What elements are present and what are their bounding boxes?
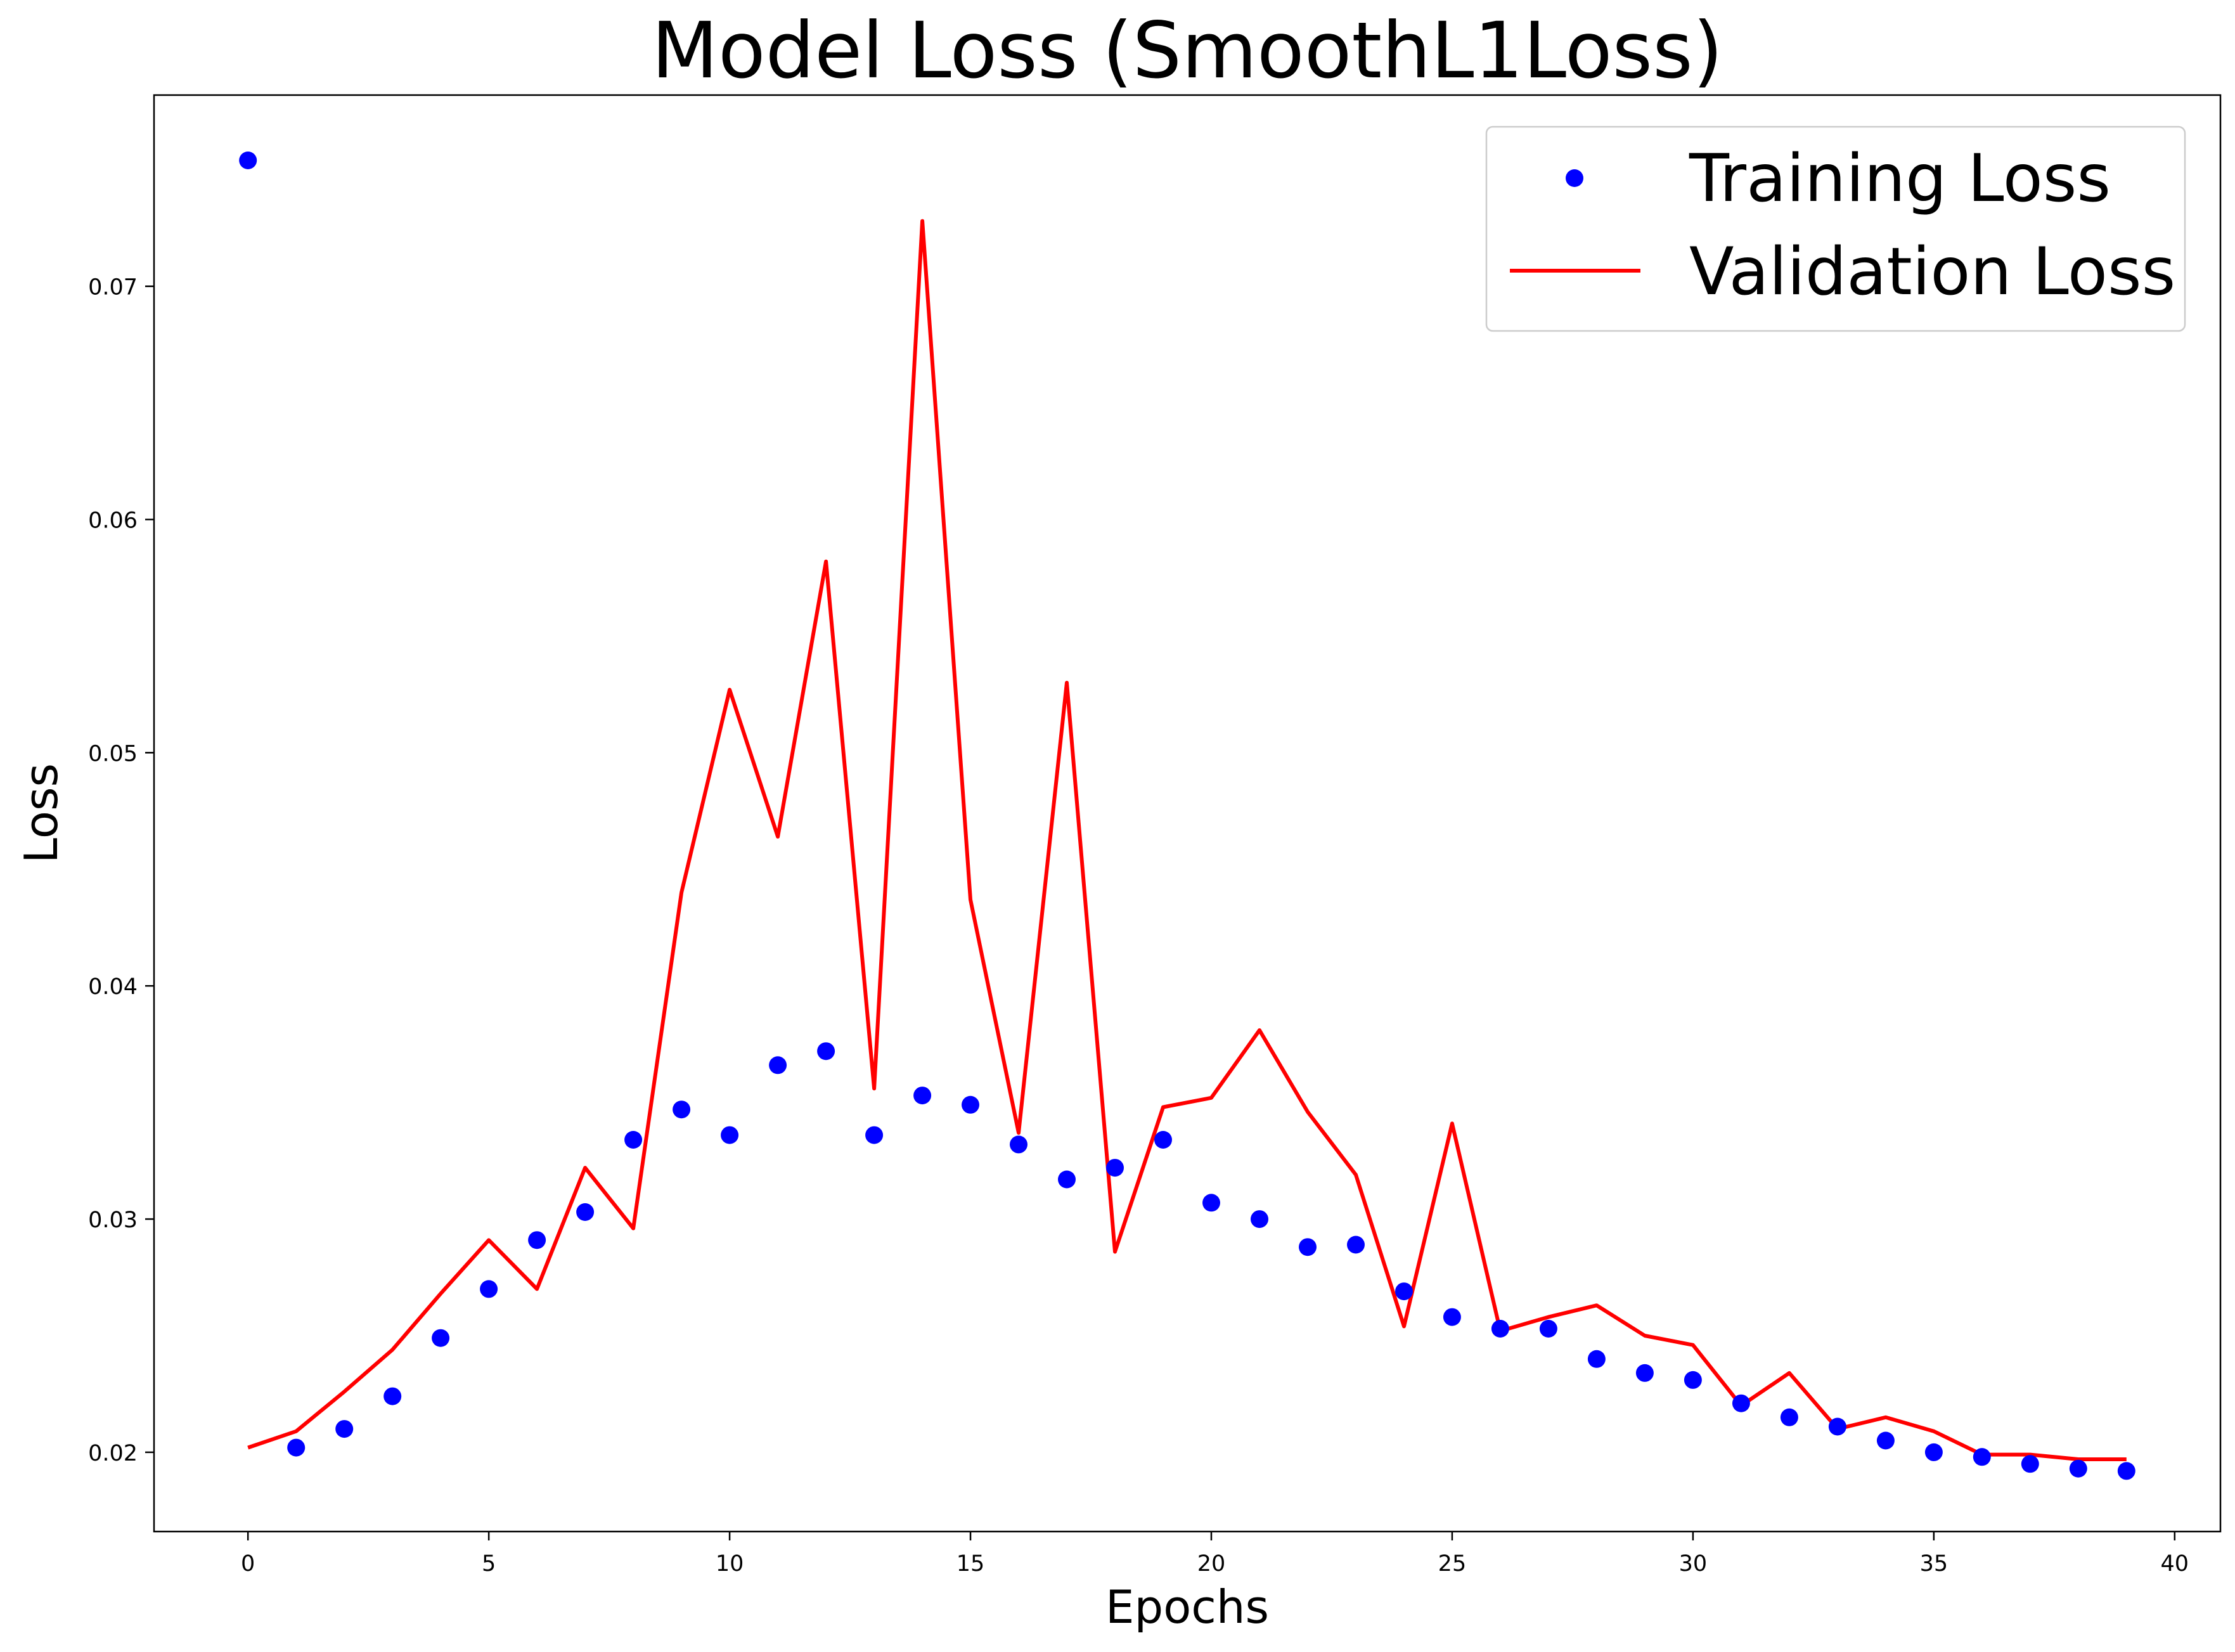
x-tick-label: 0 [241, 1551, 255, 1577]
legend: Training Loss Validation Loss [1485, 126, 2186, 332]
training-loss-point [624, 1131, 643, 1149]
plot-frame [153, 94, 2222, 1533]
x-tick-label: 10 [716, 1551, 744, 1577]
training-loss-point [2069, 1459, 2087, 1478]
y-tick-label: 0.07 [88, 275, 138, 300]
training-loss-point [1876, 1431, 1895, 1450]
training-loss-point [1539, 1320, 1557, 1338]
training-loss-point [721, 1126, 739, 1144]
y-axis-label: Loss [15, 763, 68, 863]
training-loss-point [1924, 1443, 1943, 1461]
training-loss-point [1010, 1135, 1027, 1154]
training-loss-point [2021, 1455, 2039, 1473]
training-loss-point [1443, 1308, 1461, 1326]
training-loss-point [769, 1056, 787, 1074]
training-loss-point [1780, 1408, 1798, 1426]
legend-training-marker [1566, 169, 1583, 187]
plot-area [153, 94, 2222, 1533]
x-tick-label: 35 [1920, 1551, 1948, 1577]
training-loss-point [1587, 1350, 1606, 1368]
training-loss-point [239, 152, 257, 169]
training-loss-point [432, 1329, 450, 1347]
training-loss-point [576, 1203, 595, 1221]
legend-validation-label: Validation Loss [1689, 234, 2175, 310]
training-loss-point [1828, 1417, 1846, 1436]
legend-training-label: Training Loss [1689, 141, 2111, 217]
training-loss-point [2117, 1462, 2135, 1480]
training-loss-point [287, 1438, 306, 1457]
training-loss-point [1491, 1320, 1509, 1338]
training-loss-point [1395, 1282, 1413, 1301]
x-tick-label: 30 [1679, 1551, 1708, 1577]
x-tick-label: 20 [1197, 1551, 1226, 1577]
x-tick-label: 5 [482, 1551, 496, 1577]
training-loss-point [913, 1087, 932, 1105]
training-loss-point [1058, 1170, 1076, 1189]
training-loss-point [1106, 1159, 1124, 1177]
training-loss-point [1154, 1131, 1172, 1149]
training-loss-point [335, 1420, 354, 1438]
y-tick-label: 0.06 [88, 508, 138, 534]
training-loss-point [962, 1095, 979, 1114]
training-loss-point [383, 1387, 402, 1405]
validation-loss-line [247, 219, 2127, 1461]
training-loss-point [1347, 1236, 1365, 1254]
training-loss-point [480, 1280, 498, 1298]
x-axis-label: Epochs [1105, 1580, 1269, 1634]
training-loss-point [1202, 1194, 1220, 1212]
x-tick-label: 15 [956, 1551, 985, 1577]
y-tick-label: 0.05 [88, 741, 138, 766]
training-loss-point [1299, 1238, 1317, 1256]
axis-ticks: 0 5 10 15 20 25 30 35 40 0.02 0.03 0.04 0.05 0.06 0.07 [88, 275, 2189, 1577]
chart-title: Model Loss (SmoothL1Loss) [652, 6, 1723, 96]
legend-box [1485, 126, 2186, 332]
training-loss-point [1684, 1371, 1702, 1389]
training-loss-point [673, 1100, 691, 1119]
x-tick-label: 25 [1438, 1551, 1467, 1577]
training-loss-point [1973, 1448, 1991, 1466]
training-loss-point [528, 1231, 546, 1249]
y-tick-label: 0.03 [88, 1208, 138, 1233]
training-loss-point [1732, 1394, 1750, 1412]
x-tick-label: 40 [2161, 1551, 2189, 1577]
y-tick-label: 0.02 [88, 1441, 138, 1466]
y-tick-label: 0.04 [88, 974, 138, 1000]
training-loss-point [1635, 1364, 1654, 1382]
training-loss-point [1251, 1210, 1268, 1229]
training-loss-point [865, 1126, 884, 1144]
training-loss-point [817, 1042, 835, 1061]
